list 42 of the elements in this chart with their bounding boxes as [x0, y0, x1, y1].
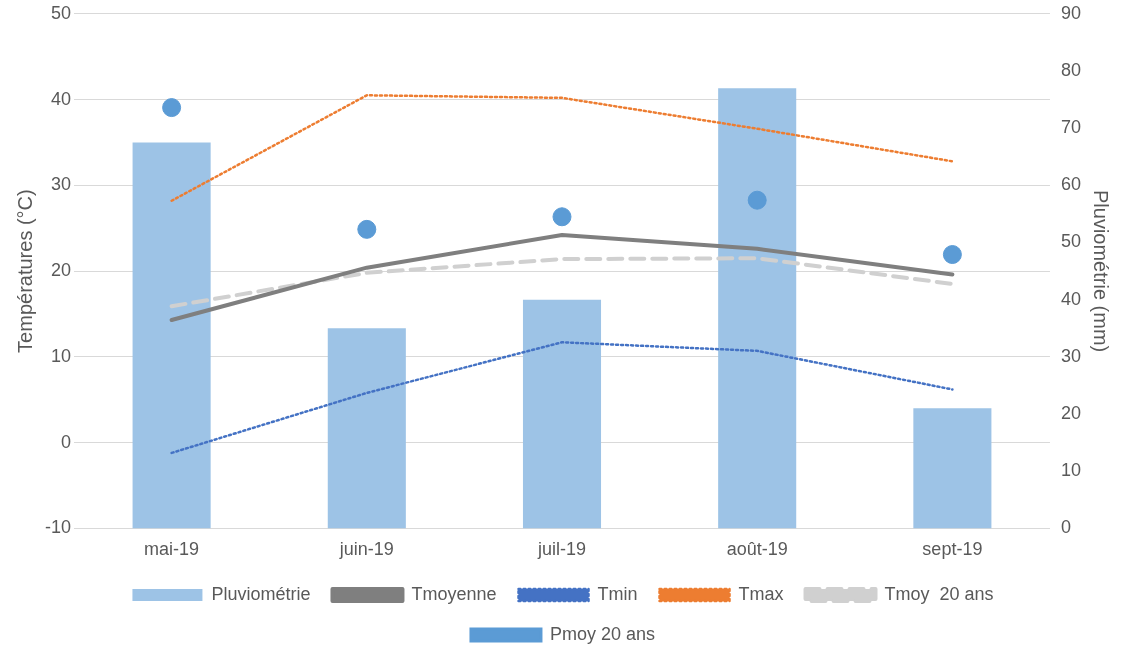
y-tick-label: 30 — [50, 174, 72, 195]
point — [552, 207, 572, 227]
line-series — [170, 341, 954, 455]
y2-tick-label: 60 — [1060, 174, 1082, 195]
bar — [327, 328, 406, 529]
x-tick-label: juin-19 — [338, 539, 394, 560]
legend-label: Tmin — [597, 583, 638, 604]
bar — [132, 142, 211, 529]
y2-tick-label: 0 — [1060, 517, 1071, 538]
x-tick-label: sept-19 — [922, 539, 983, 560]
y2-tick-label: 50 — [1060, 231, 1082, 252]
y-tick-label: 50 — [50, 2, 72, 23]
legend-label: Pluviométrie — [211, 583, 311, 604]
y2-tick-label: 80 — [1060, 59, 1082, 80]
bar — [913, 408, 992, 529]
point — [357, 219, 377, 239]
x-tick-label: juil-19 — [536, 539, 587, 560]
y-tick-label: -10 — [45, 517, 72, 538]
legend-label: Tmoyenne — [411, 583, 497, 604]
y2-tick-label: 10 — [1060, 460, 1082, 481]
y2-tick-label: 70 — [1060, 117, 1082, 138]
point — [747, 190, 767, 210]
legend-label: Pmoy 20 ans — [549, 623, 656, 644]
bar — [522, 299, 602, 529]
y-tick-label: 40 — [50, 88, 72, 109]
point — [162, 98, 182, 118]
y2-axis-title: Pluviométrie (mm) — [1090, 189, 1113, 353]
legend-label: Tmoy 20 ans — [884, 583, 994, 604]
y2-tick-label: 40 — [1060, 288, 1082, 309]
y-axis-title: Températures (°C) — [13, 189, 36, 353]
y-tick-label: 20 — [50, 260, 72, 281]
point — [942, 245, 962, 265]
y2-tick-label: 30 — [1060, 345, 1082, 366]
y2-tick-label: 20 — [1060, 403, 1082, 424]
x-tick-label: août-19 — [726, 539, 788, 560]
x-tick-label: mai-19 — [144, 539, 200, 560]
y-tick-label: 0 — [61, 431, 72, 452]
bar — [718, 88, 797, 529]
legend-label: Tmax — [738, 583, 784, 604]
line-series — [170, 94, 954, 203]
y-tick-label: 10 — [50, 345, 72, 366]
y2-tick-label: 90 — [1060, 2, 1082, 23]
